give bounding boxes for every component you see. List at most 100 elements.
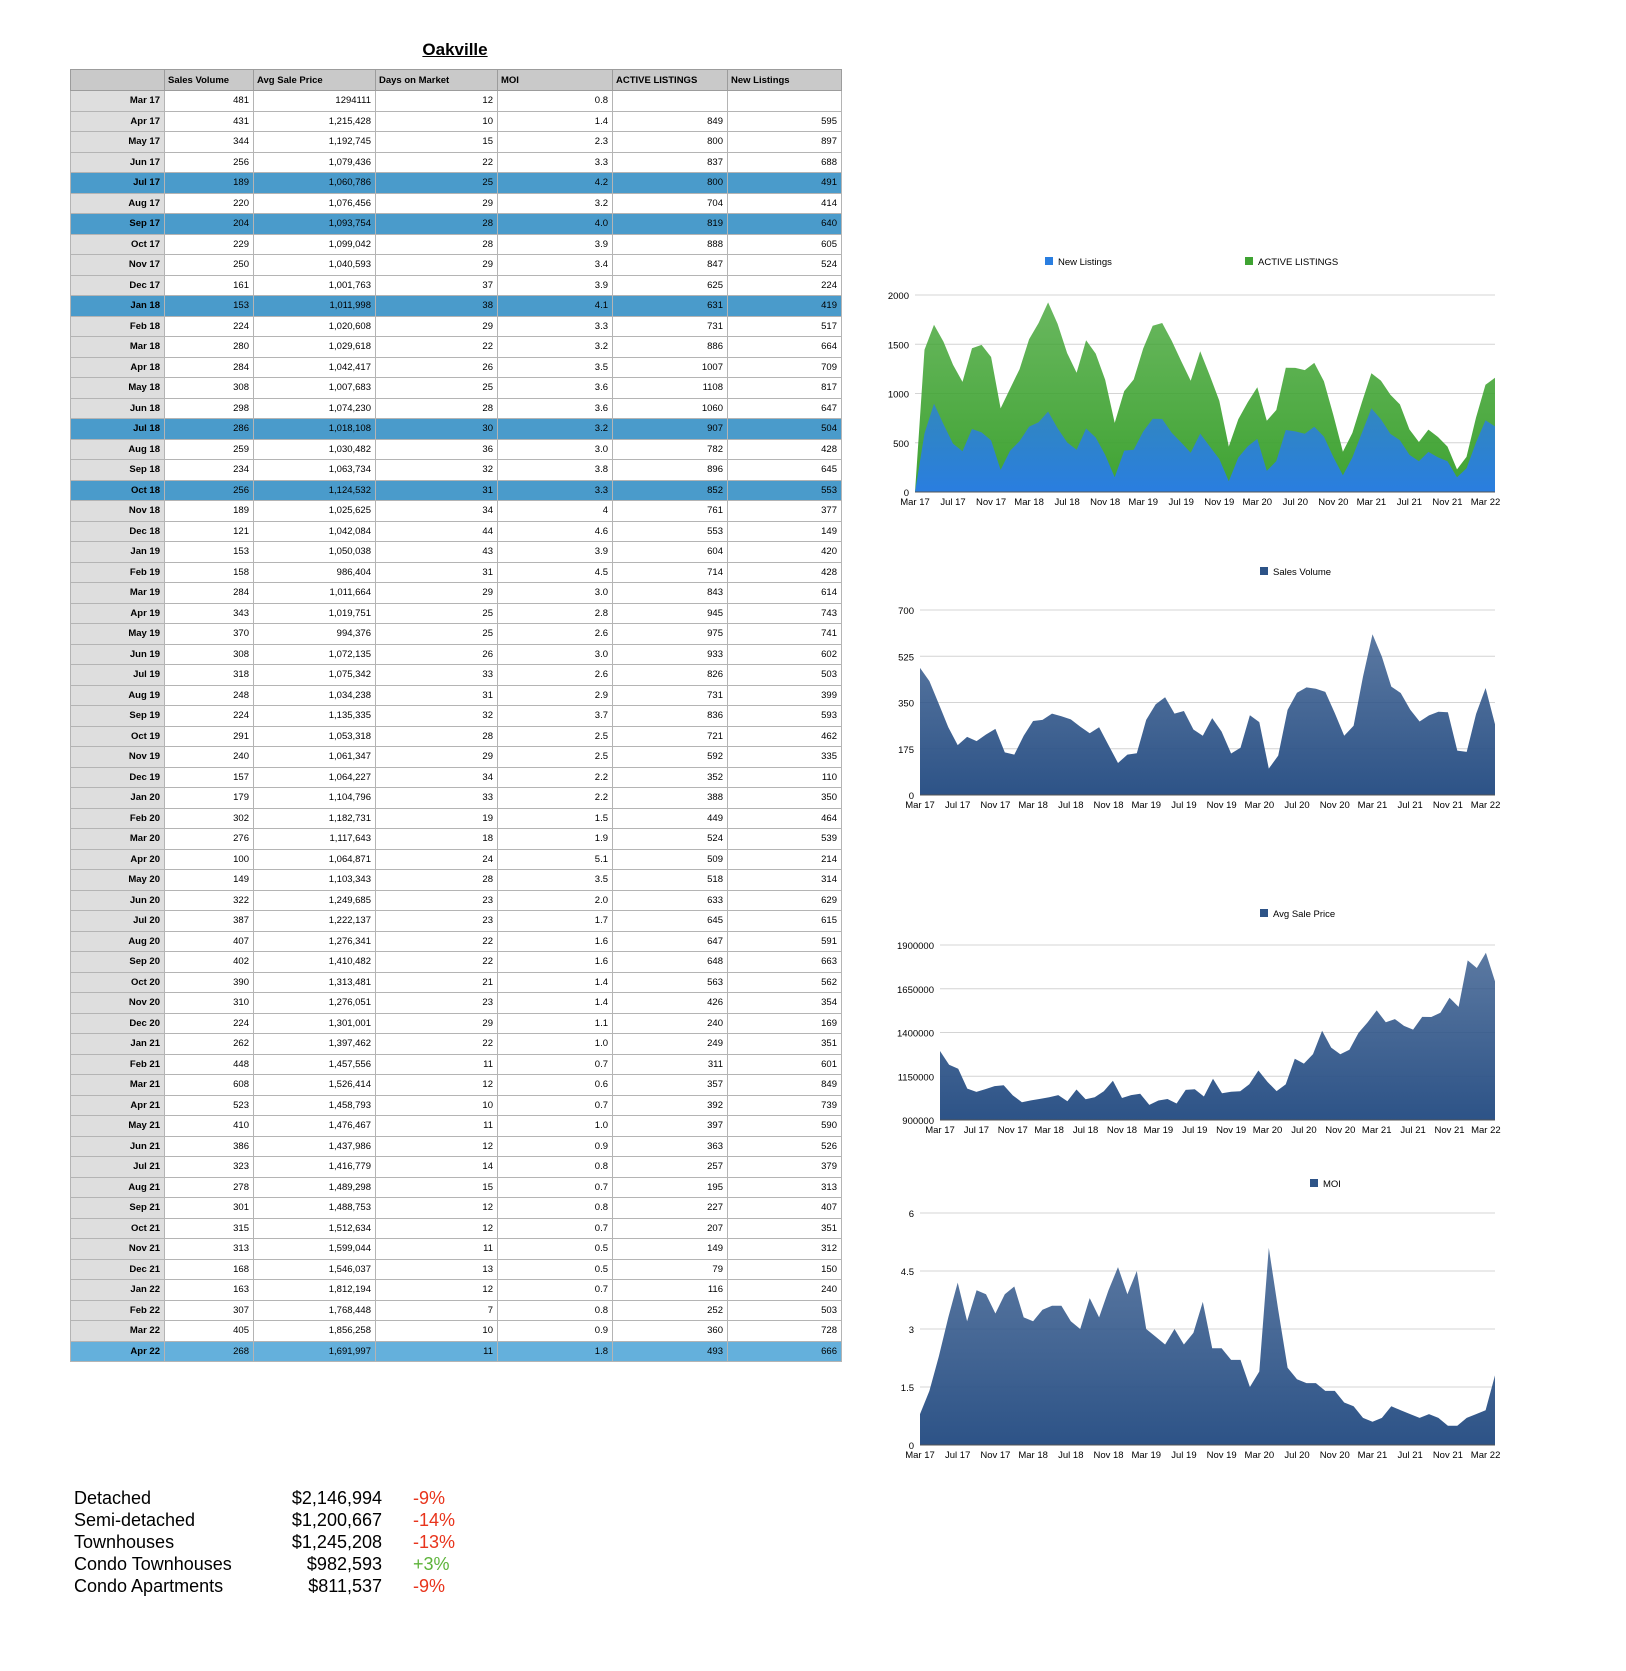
row-label: Aug 19 [70, 684, 165, 706]
row-label: Feb 20 [70, 807, 165, 829]
table-cell: 1,489,298 [253, 1176, 376, 1198]
table-cell: 2.5 [497, 725, 613, 747]
table-cell: 1,182,731 [253, 807, 376, 829]
table-cell: 0.6 [497, 1074, 613, 1096]
y-tick-label: 1500 [888, 340, 909, 351]
table-cell: 2.5 [497, 746, 613, 768]
table-cell: 311 [612, 1053, 728, 1075]
table-cell: 1,768,448 [253, 1299, 376, 1321]
table-cell: 28 [375, 213, 498, 235]
table-cell: 1,042,417 [253, 356, 376, 378]
table-cell: 847 [612, 254, 728, 276]
x-tick-label: Nov 20 [1325, 1125, 1355, 1136]
y-tick-label: 900000 [902, 1116, 934, 1127]
table-cell: 3.0 [497, 582, 613, 604]
x-tick-label: Nov 19 [1216, 1125, 1246, 1136]
table-cell: 234 [164, 459, 254, 481]
table-row: Jul 18 286 1,018,108 30 3.2 907 504 [70, 418, 842, 440]
x-tick-label: Mar 20 [1253, 1125, 1283, 1136]
table-row: Feb 22 307 1,768,448 7 0.8 252 503 [70, 1299, 842, 1321]
row-label: Sep 18 [70, 459, 165, 481]
table-cell: 386 [164, 1135, 254, 1157]
table-cell: 897 [727, 131, 842, 153]
table-cell: 1,075,342 [253, 664, 376, 686]
table-cell: 36 [375, 438, 498, 460]
x-tick-label: Mar 21 [1358, 800, 1388, 811]
table-cell: 312 [727, 1238, 842, 1260]
y-tick-label: 1.5 [901, 1383, 914, 1394]
table-cell: 0.9 [497, 1320, 613, 1342]
table-cell: 1,488,753 [253, 1197, 376, 1219]
x-tick-label: Nov 21 [1432, 497, 1462, 508]
table-cell: 256 [164, 151, 254, 173]
table-cell: 0.5 [497, 1238, 613, 1260]
row-label: Aug 17 [70, 192, 165, 214]
table-cell: 220 [164, 192, 254, 214]
x-tick-label: Jul 20 [1284, 800, 1309, 811]
table-cell: 121 [164, 520, 254, 542]
table-cell: 343 [164, 602, 254, 624]
table-cell: 888 [612, 233, 728, 255]
table-cell: 709 [727, 356, 842, 378]
y-tick-label: 2000 [888, 291, 909, 302]
table-cell: 100 [164, 848, 254, 870]
x-tick-label: Mar 18 [1034, 1125, 1064, 1136]
table-row: Oct 21 315 1,512,634 12 0.7 207 351 [70, 1217, 842, 1239]
summary-change: -9% [413, 1488, 446, 1508]
table-cell: 3.4 [497, 254, 613, 276]
table-cell: 524 [612, 828, 728, 850]
table-cell: 298 [164, 397, 254, 419]
table-cell: 590 [727, 1115, 842, 1137]
table-cell: 3.9 [497, 274, 613, 296]
table-cell: 1,103,343 [253, 869, 376, 891]
table-row: Nov 20 310 1,276,051 23 1.4 426 354 [70, 992, 842, 1014]
table-cell: 1,063,734 [253, 459, 376, 481]
table-cell: 3.2 [497, 192, 613, 214]
table-cell: 12 [375, 1217, 498, 1239]
x-tick-label: Jul 21 [1397, 800, 1422, 811]
table-cell: 157 [164, 766, 254, 788]
table-cell: 149 [164, 869, 254, 891]
row-label: Jun 19 [70, 643, 165, 665]
table-cell: 562 [727, 971, 842, 993]
table-cell: 1,053,318 [253, 725, 376, 747]
x-tick-label: Jul 17 [945, 1450, 970, 1461]
x-tick-label: Nov 19 [1207, 800, 1237, 811]
table-row: Jan 20 179 1,104,796 33 2.2 388 350 [70, 787, 842, 809]
x-tick-label: Jul 20 [1291, 1125, 1316, 1136]
table-cell: 33 [375, 664, 498, 686]
column-header: Sales Volume [164, 69, 254, 91]
x-tick-label: Nov 18 [1107, 1125, 1137, 1136]
table-cell: 214 [727, 848, 842, 870]
table-cell: 22 [375, 930, 498, 952]
table-cell: 405 [164, 1320, 254, 1342]
table-row: May 21 410 1,476,467 11 1.0 397 590 [70, 1115, 842, 1137]
table-cell: 3.5 [497, 869, 613, 891]
row-label: Apr 21 [70, 1094, 165, 1116]
table-cell: 15 [375, 131, 498, 153]
table-cell: 313 [727, 1176, 842, 1198]
row-label: Aug 18 [70, 438, 165, 460]
y-tick-label: 175 [898, 745, 914, 756]
legend-swatch [1310, 1179, 1318, 1187]
table-cell: 11 [375, 1053, 498, 1075]
table-cell: 26 [375, 643, 498, 665]
table-cell: 817 [727, 377, 842, 399]
table-cell: 0.7 [497, 1217, 613, 1239]
table-cell: 310 [164, 992, 254, 1014]
row-label: Mar 18 [70, 336, 165, 358]
table-cell: 323 [164, 1156, 254, 1178]
table-cell: 731 [612, 684, 728, 706]
table-row: Aug 18 259 1,030,482 36 3.0 782 428 [70, 438, 842, 460]
table-cell: 227 [612, 1197, 728, 1219]
row-label: Jul 17 [70, 172, 165, 194]
summary-change: -14% [413, 1510, 456, 1530]
table-cell: 631 [612, 295, 728, 317]
table-cell: 23 [375, 910, 498, 932]
table-row: May 17 344 1,192,745 15 2.3 800 897 [70, 131, 842, 153]
table-cell: 25 [375, 623, 498, 645]
table-cell: 2.6 [497, 664, 613, 686]
y-tick-label: 6 [909, 1209, 914, 1220]
table-cell: 1,060,786 [253, 172, 376, 194]
table-row: Jan 19 153 1,050,038 43 3.9 604 420 [70, 541, 842, 563]
